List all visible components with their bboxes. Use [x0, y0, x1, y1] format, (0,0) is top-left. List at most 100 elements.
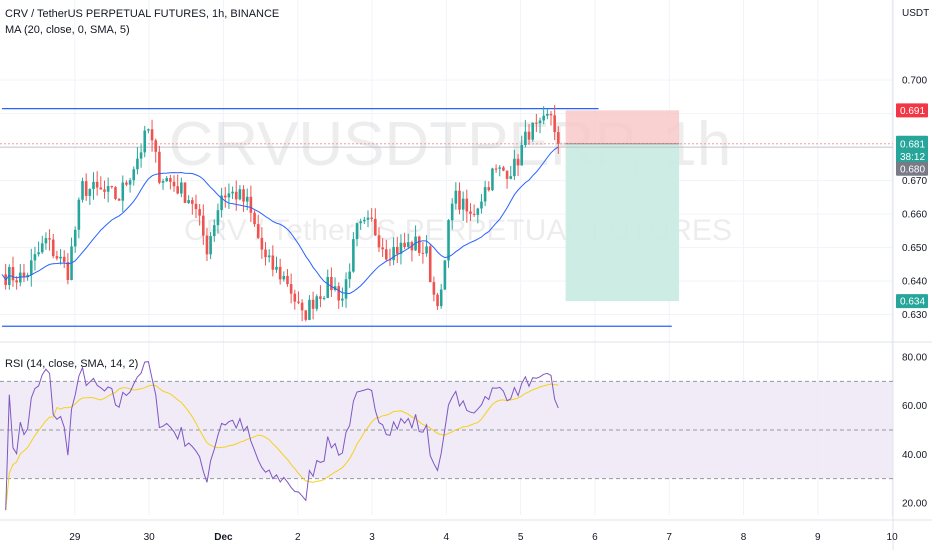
candle-48	[176, 186, 179, 194]
horizontal-lines[interactable]	[0, 107, 893, 327]
rsi-tick-3: 20.00	[902, 498, 927, 509]
candle-94	[344, 279, 348, 299]
candle-37	[136, 158, 139, 170]
candle-135	[494, 168, 498, 170]
candle-110	[403, 242, 406, 247]
rsi-indicator-label[interactable]: RSI (14, close, SMA, 14, 2)	[5, 358, 139, 370]
stop-price-label: 0.691	[900, 106, 925, 117]
time-tick-4: 3	[369, 532, 375, 543]
candle-133	[487, 187, 491, 191]
candle-51	[187, 200, 190, 203]
candle-131	[480, 201, 483, 209]
candle-16	[59, 256, 62, 259]
ma-line	[1, 146, 559, 295]
candle-109	[399, 242, 403, 254]
candle-145	[531, 122, 534, 140]
candle-9	[33, 254, 37, 261]
candle-96	[352, 239, 355, 272]
candle-18	[66, 262, 70, 280]
candle-31	[114, 187, 117, 199]
candle-44	[161, 181, 165, 183]
candle-132	[483, 187, 487, 202]
candle-3	[11, 267, 15, 281]
candle-146	[535, 122, 538, 124]
rsi-tick-1: 60.00	[902, 401, 927, 412]
chart-title[interactable]: CRV / TetherUS PERPETUAL FUTURES, 1h, BI…	[5, 8, 280, 20]
candle-139	[509, 176, 513, 179]
candle-90	[330, 276, 333, 291]
candle-128	[469, 211, 472, 214]
position-zones	[565, 110, 680, 302]
candle-15	[55, 256, 59, 259]
candle-117	[428, 246, 432, 283]
candle-142	[520, 145, 524, 166]
candle-149	[546, 113, 549, 116]
time-axis[interactable]: 29 30 Dec 2 3 4 5 6 7 8 9 10	[69, 532, 898, 543]
candle-75	[275, 266, 278, 270]
candle-33	[121, 182, 125, 201]
time-tick-11: 10	[887, 532, 899, 543]
candle-147	[538, 120, 542, 124]
candle-39	[143, 130, 147, 153]
candle-36	[132, 169, 136, 181]
candle-137	[502, 167, 505, 171]
candle-6	[22, 272, 26, 278]
rsi-ma-series	[5, 383, 559, 511]
candle-140	[513, 158, 516, 177]
candle-76	[278, 266, 282, 280]
candle-4	[15, 280, 18, 283]
price-tick-4: 0.660	[902, 210, 927, 221]
candle-119	[436, 294, 439, 307]
candle-11	[40, 243, 44, 253]
candle-73	[267, 255, 271, 258]
candle-43	[158, 151, 161, 183]
price-tick-0: 0.700	[902, 76, 927, 87]
target-price-label: 0.634	[900, 297, 925, 308]
candle-72	[264, 249, 267, 258]
rsi-tick-2: 40.00	[902, 450, 927, 461]
countdown-label: 38:12	[900, 152, 925, 163]
time-tick-7: 6	[592, 532, 598, 543]
candle-126	[461, 198, 465, 210]
candle-138	[505, 170, 509, 179]
ma-indicator-label[interactable]: MA (20, close, 0, SMA, 5)	[5, 24, 130, 36]
candle-62	[227, 193, 231, 198]
candle-8	[29, 260, 33, 276]
candle-14	[51, 239, 55, 257]
candle-54	[198, 209, 201, 216]
candle-60	[220, 195, 223, 211]
price-tick-5: 0.650	[902, 243, 927, 254]
candle-74	[271, 255, 275, 270]
candle-86	[315, 296, 319, 309]
candle-77	[282, 275, 286, 280]
candle-20	[73, 229, 77, 247]
currency-label: USDT	[902, 8, 929, 19]
candle-95	[348, 271, 351, 280]
candle-79	[289, 284, 293, 294]
time-tick-10: 9	[815, 532, 821, 543]
rsi-band	[0, 380, 893, 480]
candle-67	[245, 196, 249, 202]
candle-22	[81, 181, 84, 200]
candle-53	[194, 203, 198, 210]
candle-122	[447, 220, 450, 261]
candle-99	[363, 219, 366, 222]
candle-150	[549, 113, 553, 116]
rsi-series	[5, 361, 559, 511]
candle-124	[454, 190, 458, 204]
candle-136	[498, 167, 502, 169]
candle-50	[183, 182, 187, 203]
candle-141	[516, 158, 520, 166]
candle-24	[88, 189, 92, 196]
candle-102	[374, 218, 377, 236]
candle-144	[527, 131, 531, 140]
time-tick-2: Dec	[214, 532, 233, 543]
candle-125	[458, 190, 461, 210]
candles	[4, 105, 560, 322]
candle-115	[421, 252, 425, 254]
candle-98	[359, 221, 362, 224]
candle-34	[125, 182, 128, 185]
candle-64	[234, 191, 238, 200]
candle-134	[491, 168, 494, 191]
